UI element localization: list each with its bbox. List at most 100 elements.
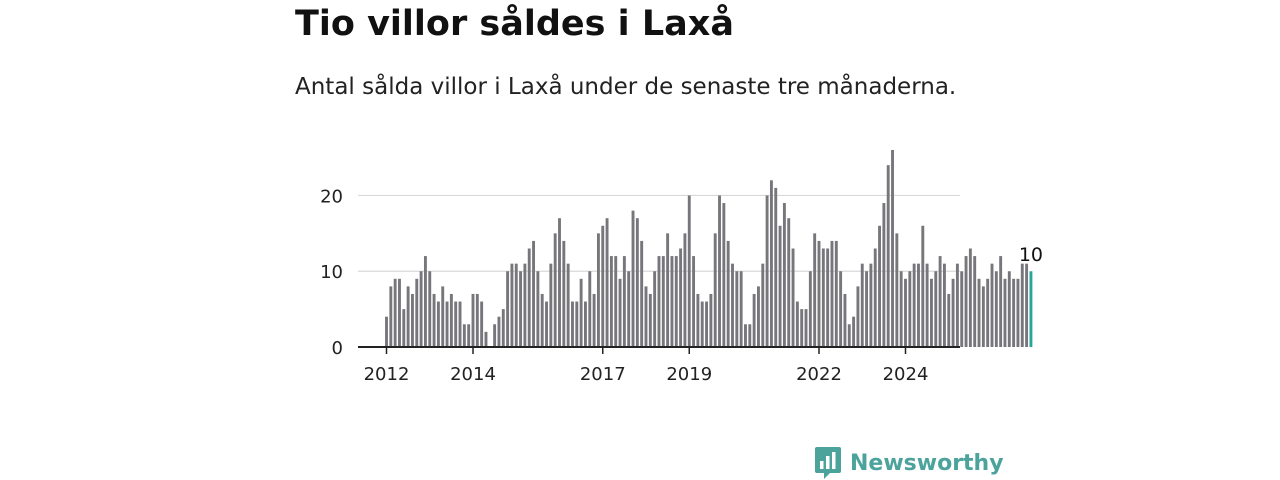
bar bbox=[700, 301, 704, 347]
bar bbox=[705, 301, 708, 347]
bar bbox=[389, 286, 393, 347]
bar bbox=[1012, 278, 1016, 347]
highlight-bar bbox=[1029, 271, 1033, 347]
bar bbox=[523, 263, 527, 347]
bar bbox=[406, 286, 410, 347]
bar bbox=[994, 271, 998, 347]
bar bbox=[912, 263, 916, 347]
bar bbox=[493, 324, 497, 347]
x-tick-label: 2012 bbox=[364, 364, 410, 385]
bar bbox=[856, 286, 860, 347]
chart-title: Tio villor såldes i Laxå bbox=[295, 4, 734, 44]
bar bbox=[506, 271, 510, 347]
bar bbox=[774, 187, 778, 347]
bar bbox=[674, 256, 678, 347]
bar bbox=[955, 263, 959, 347]
bar bbox=[562, 240, 566, 347]
bar bbox=[510, 263, 514, 347]
bar bbox=[765, 195, 769, 347]
bar bbox=[471, 293, 475, 347]
bar bbox=[942, 263, 946, 347]
bar bbox=[1016, 278, 1020, 347]
bar bbox=[579, 278, 583, 347]
bar bbox=[782, 203, 786, 347]
bar bbox=[631, 210, 635, 347]
bar bbox=[514, 263, 518, 347]
bar bbox=[718, 195, 721, 347]
x-tick-label: 2024 bbox=[883, 364, 929, 385]
bar bbox=[592, 293, 596, 347]
bar bbox=[722, 203, 726, 347]
bar bbox=[609, 256, 613, 347]
bar bbox=[614, 256, 618, 347]
bar bbox=[930, 278, 933, 347]
bar bbox=[800, 309, 804, 347]
bar bbox=[657, 256, 661, 347]
bar bbox=[752, 293, 756, 347]
bar bbox=[951, 278, 955, 347]
bar bbox=[761, 263, 765, 347]
bar bbox=[575, 301, 579, 347]
bar bbox=[934, 271, 938, 347]
bar bbox=[596, 233, 600, 347]
bar bbox=[899, 271, 903, 347]
bar bbox=[462, 324, 466, 347]
bar bbox=[661, 256, 665, 347]
bar bbox=[501, 309, 505, 347]
bar bbox=[475, 293, 479, 347]
bar bbox=[635, 218, 639, 347]
bar bbox=[843, 293, 847, 347]
bar bbox=[398, 278, 401, 347]
bar bbox=[731, 263, 734, 347]
bar bbox=[436, 301, 440, 347]
bar bbox=[726, 240, 730, 347]
x-tick-label: 2017 bbox=[580, 364, 626, 385]
bar bbox=[817, 240, 821, 347]
bar bbox=[999, 256, 1003, 347]
bar bbox=[385, 316, 388, 347]
bar bbox=[964, 256, 968, 347]
bar bbox=[960, 271, 964, 347]
bar bbox=[986, 278, 990, 347]
bar bbox=[627, 271, 631, 347]
bar bbox=[947, 293, 951, 347]
brand: Newsworthy bbox=[814, 446, 1004, 480]
bar bbox=[895, 233, 899, 347]
bar bbox=[683, 233, 687, 347]
bar bbox=[891, 150, 894, 347]
bar bbox=[402, 309, 406, 347]
bar bbox=[757, 286, 760, 347]
bar bbox=[540, 293, 544, 347]
bar bbox=[839, 271, 843, 347]
bar bbox=[869, 263, 873, 347]
bar bbox=[860, 263, 864, 347]
bar bbox=[968, 248, 972, 347]
bar bbox=[497, 316, 501, 347]
bar bbox=[1003, 278, 1007, 347]
bar bbox=[566, 263, 570, 347]
bar bbox=[873, 248, 877, 347]
bar bbox=[739, 271, 743, 347]
bar bbox=[432, 293, 436, 347]
bar bbox=[795, 301, 799, 347]
brand-name: Newsworthy bbox=[850, 450, 1004, 476]
bar bbox=[917, 263, 920, 347]
bar bbox=[441, 286, 445, 347]
bar bbox=[852, 316, 856, 347]
bar bbox=[445, 301, 449, 347]
bar bbox=[553, 233, 557, 347]
bar bbox=[847, 324, 851, 347]
bar bbox=[709, 293, 713, 347]
bar bbox=[571, 301, 574, 347]
bar bbox=[834, 240, 838, 347]
bar bbox=[692, 256, 696, 347]
newsworthy-chart-logo-icon bbox=[815, 447, 841, 479]
bar bbox=[865, 271, 869, 347]
bar bbox=[519, 271, 523, 347]
bar bbox=[886, 165, 890, 347]
bar bbox=[981, 286, 985, 347]
bar bbox=[558, 218, 561, 347]
bar bbox=[787, 218, 791, 347]
bar bbox=[618, 278, 622, 347]
